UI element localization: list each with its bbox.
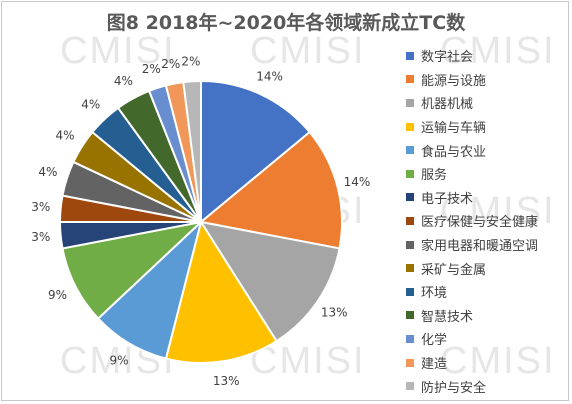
- slice-data-label: 3%: [31, 230, 50, 244]
- legend-label: 数字社会: [421, 50, 474, 66]
- legend-swatch: [406, 75, 414, 84]
- legend-label: 电子技术: [421, 191, 474, 207]
- pie-slice: [182, 79, 202, 223]
- legend-swatch: [406, 358, 414, 367]
- slice-data-label: 14%: [344, 175, 371, 189]
- chart-title: 图8 2018年~2020年各领域新成立TC数: [106, 12, 466, 34]
- legend-swatch: [406, 311, 414, 320]
- legend-swatch: [406, 51, 414, 60]
- legend-label: 能源与设施: [421, 73, 487, 89]
- slice-data-label: 4%: [38, 165, 57, 179]
- legend-item: 化学: [406, 327, 538, 351]
- watermark: CMISI: [250, 340, 366, 382]
- slice-data-label: 14%: [256, 69, 283, 83]
- legend-swatch: [406, 193, 414, 202]
- legend-item: 食品与农业: [406, 138, 538, 162]
- legend-swatch: [406, 169, 414, 178]
- slice-data-label: 2%: [161, 57, 180, 71]
- legend-swatch: [406, 334, 414, 343]
- watermark: CMISI: [60, 30, 176, 72]
- legend-swatch: [406, 287, 414, 296]
- legend-item: 采矿与金属: [406, 256, 538, 280]
- slice-data-label: 9%: [110, 354, 129, 368]
- legend-item: 数字社会: [406, 44, 538, 68]
- legend-swatch: [406, 122, 414, 131]
- legend-item: 机器机械: [406, 91, 538, 115]
- slice-data-label: 4%: [114, 74, 133, 88]
- slice-data-label: 2%: [142, 62, 161, 76]
- pie-slice: [96, 218, 203, 360]
- legend-label: 采矿与金属: [421, 262, 487, 278]
- legend-item: 环境: [406, 280, 538, 304]
- legend-item: 服务: [406, 162, 538, 186]
- legend-swatch: [406, 264, 414, 273]
- pie-slice: [198, 220, 341, 343]
- pie-slice: [198, 130, 343, 250]
- legend-item: 建造: [406, 351, 538, 375]
- slice-data-label: 3%: [31, 200, 50, 214]
- legend-label: 食品与农业: [421, 144, 487, 160]
- legend-label: 化学: [421, 333, 448, 349]
- slice-data-label: 9%: [48, 288, 67, 302]
- slice-data-label: 2%: [181, 54, 200, 68]
- pie-slice: [61, 220, 205, 320]
- legend-label: 服务: [421, 168, 448, 184]
- legend-label: 家用电器和暖通空调: [421, 239, 539, 255]
- slice-data-label: 13%: [321, 305, 348, 319]
- legend-label: 建造: [421, 357, 448, 373]
- legend-item: 能源与设施: [406, 68, 538, 92]
- watermark: CMISI: [440, 340, 556, 382]
- legend-swatch: [406, 382, 414, 391]
- legend-swatch: [406, 240, 414, 249]
- watermark: CMISI: [440, 190, 556, 232]
- legend-swatch: [406, 216, 414, 225]
- legend-item: 运输与车辆: [406, 115, 538, 139]
- legend-item: 医疗保健与安全健康: [406, 209, 538, 233]
- watermark: CMISI: [250, 30, 366, 72]
- watermark: CMISI: [440, 30, 556, 72]
- legend-label: 环境: [421, 286, 448, 302]
- legend-item: 防护与安全: [406, 374, 538, 398]
- legend-item: 家用电器和暖通空调: [406, 233, 538, 257]
- legend-label: 防护与安全: [421, 380, 487, 396]
- slice-data-label: 13%: [213, 374, 240, 388]
- legend: 数字社会能源与设施机器机械运输与车辆食品与农业服务电子技术医疗保健与安全健康 家用…: [406, 44, 538, 398]
- legend-label: 医疗保健与安全健康: [421, 215, 539, 231]
- legend-label: 智慧技术: [421, 309, 474, 325]
- legend-item: 智慧技术: [406, 304, 538, 328]
- pie-slice: [164, 219, 278, 364]
- legend-swatch: [406, 146, 414, 155]
- slice-data-label: 4%: [56, 129, 75, 143]
- legend-label: 运输与车辆: [421, 121, 487, 137]
- legend-label: 机器机械: [421, 97, 474, 113]
- legend-swatch: [406, 98, 414, 107]
- pie-slice: [200, 79, 312, 225]
- legend-item: 电子技术: [406, 186, 538, 210]
- slice-data-label: 4%: [81, 98, 100, 112]
